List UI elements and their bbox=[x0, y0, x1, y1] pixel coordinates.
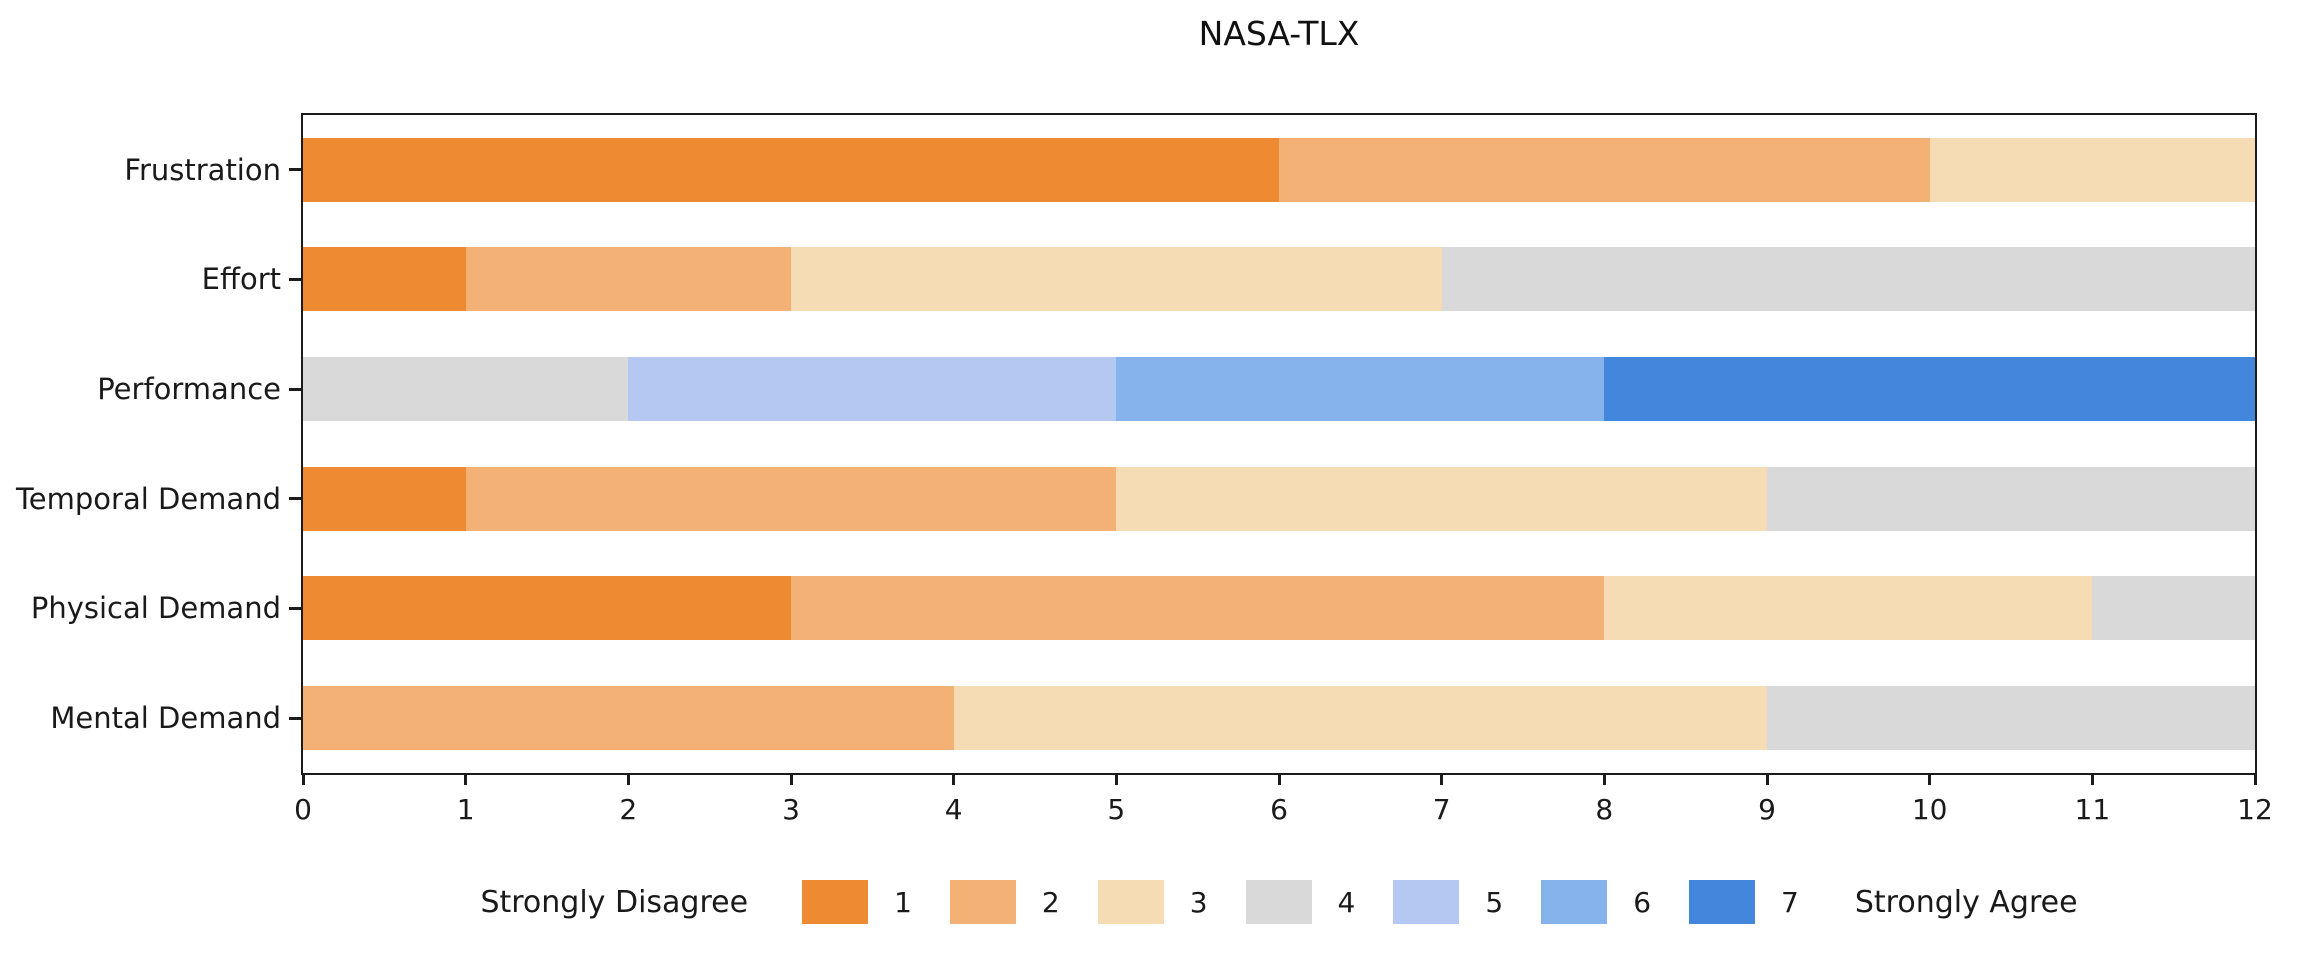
x-tick bbox=[464, 775, 468, 785]
bar-segment bbox=[303, 137, 1279, 202]
y-tick bbox=[289, 716, 301, 720]
x-tick-label: 3 bbox=[782, 793, 800, 826]
bar-segment bbox=[1604, 576, 2093, 641]
y-tick bbox=[289, 497, 301, 501]
bar-segment bbox=[790, 247, 1442, 312]
legend-entry: 2 bbox=[949, 880, 1060, 924]
bar-row bbox=[303, 444, 2255, 554]
y-axis-label: Mental Demand bbox=[50, 701, 281, 736]
y-axis-label: Physical Demand bbox=[30, 591, 281, 626]
y-axis-label: Frustration bbox=[124, 152, 281, 187]
legend-swatch bbox=[1245, 880, 1312, 924]
bar-segment bbox=[465, 247, 791, 312]
legend-swatch bbox=[802, 880, 869, 924]
bar-segment bbox=[2092, 576, 2255, 641]
x-tick-label: 9 bbox=[1758, 793, 1776, 826]
y-axis-label: Temporal Demand bbox=[16, 481, 281, 516]
x-tick bbox=[1440, 775, 1444, 785]
bar-segment bbox=[303, 247, 466, 312]
stacked-bar bbox=[303, 137, 2255, 202]
x-tick-label: 6 bbox=[1270, 793, 1288, 826]
x-tick-label: 10 bbox=[1911, 793, 1948, 826]
y-tick bbox=[289, 168, 301, 172]
x-tick-label: 2 bbox=[619, 793, 638, 826]
legend-entry: 5 bbox=[1393, 880, 1503, 924]
legend-entry: 4 bbox=[1245, 880, 1356, 924]
stacked-bar bbox=[303, 247, 2255, 312]
chart-title: NASA-TLX bbox=[1198, 14, 1360, 53]
legend-right-label: Strongly Agree bbox=[1854, 884, 2078, 920]
stacked-bar bbox=[303, 686, 2255, 751]
bar-row bbox=[303, 225, 2255, 335]
legend-left-label: Strongly Disagree bbox=[480, 884, 749, 920]
x-tick-label: 7 bbox=[1432, 793, 1451, 826]
y-tick bbox=[289, 607, 301, 610]
stacked-bar bbox=[303, 576, 2255, 641]
bar-segment bbox=[1766, 466, 2255, 531]
bar-row bbox=[303, 115, 2255, 225]
bar-segment bbox=[1116, 357, 1605, 422]
y-tick bbox=[289, 278, 301, 281]
legend-swatch bbox=[949, 880, 1016, 924]
x-tick bbox=[626, 775, 630, 785]
legend-entry: 1 bbox=[802, 880, 912, 924]
bar-segment bbox=[953, 686, 1767, 751]
bar-segment bbox=[303, 576, 791, 641]
legend-entry-label: 1 bbox=[894, 885, 912, 919]
x-tick bbox=[789, 775, 793, 785]
bar-segment bbox=[303, 466, 466, 531]
legend-entry: 6 bbox=[1541, 880, 1651, 924]
y-tick bbox=[289, 387, 301, 391]
bar-segment bbox=[1929, 137, 2255, 202]
legend-swatch bbox=[1541, 880, 1608, 924]
bar-row bbox=[303, 554, 2255, 664]
legend-entry-label: 6 bbox=[1633, 885, 1652, 919]
x-tick bbox=[1114, 775, 1118, 785]
legend-entry-label: 7 bbox=[1781, 885, 1799, 919]
bar-segment bbox=[1766, 686, 2255, 751]
x-tick bbox=[1928, 775, 1932, 785]
x-tick-label: 5 bbox=[1107, 793, 1126, 826]
legend-entry-label: 3 bbox=[1189, 885, 1208, 919]
x-tick-label: 8 bbox=[1595, 793, 1614, 826]
stacked-bar bbox=[303, 357, 2255, 422]
x-tick-label: 12 bbox=[2237, 793, 2273, 826]
legend: Strongly Disagree 1 2 3 4 5 6 7 Strongly Agree bbox=[301, 860, 2257, 944]
x-tick-label: 4 bbox=[944, 793, 963, 826]
legend-entry-label: 5 bbox=[1485, 885, 1504, 919]
x-tick bbox=[2090, 775, 2094, 785]
bar-segment bbox=[303, 686, 954, 751]
bar-segment bbox=[1441, 247, 2255, 312]
x-tick bbox=[952, 775, 956, 785]
x-tick bbox=[301, 775, 305, 785]
bar-segment bbox=[1604, 357, 2255, 422]
legend-entry: 7 bbox=[1689, 880, 1799, 924]
bar-row bbox=[303, 663, 2255, 773]
x-tick-label: 0 bbox=[294, 793, 312, 826]
x-tick-label: 11 bbox=[2074, 793, 2111, 826]
bar-segment bbox=[791, 576, 1605, 641]
plot-area bbox=[301, 113, 2257, 775]
y-axis-label: Effort bbox=[201, 262, 281, 297]
legend-entry: 3 bbox=[1097, 880, 1208, 924]
bar-row bbox=[303, 334, 2255, 444]
bar-segment bbox=[303, 357, 629, 422]
bar-segment bbox=[1279, 137, 1930, 202]
legend-entry-label: 2 bbox=[1041, 885, 1060, 919]
y-axis-label: Performance bbox=[97, 372, 281, 407]
stacked-bar bbox=[303, 466, 2255, 531]
legend-swatch bbox=[1689, 880, 1756, 924]
x-tick bbox=[1277, 775, 1281, 785]
x-tick bbox=[1765, 775, 1769, 785]
x-tick bbox=[1602, 775, 1606, 785]
x-tick bbox=[2253, 775, 2257, 785]
legend-swatch bbox=[1393, 880, 1460, 924]
bar-segment bbox=[628, 357, 1117, 422]
bar-segment bbox=[465, 466, 1117, 531]
bar-segment bbox=[1116, 466, 1767, 531]
x-tick-label: 1 bbox=[456, 793, 475, 826]
legend-swatch bbox=[1097, 880, 1164, 924]
legend-entry-label: 4 bbox=[1337, 885, 1356, 919]
